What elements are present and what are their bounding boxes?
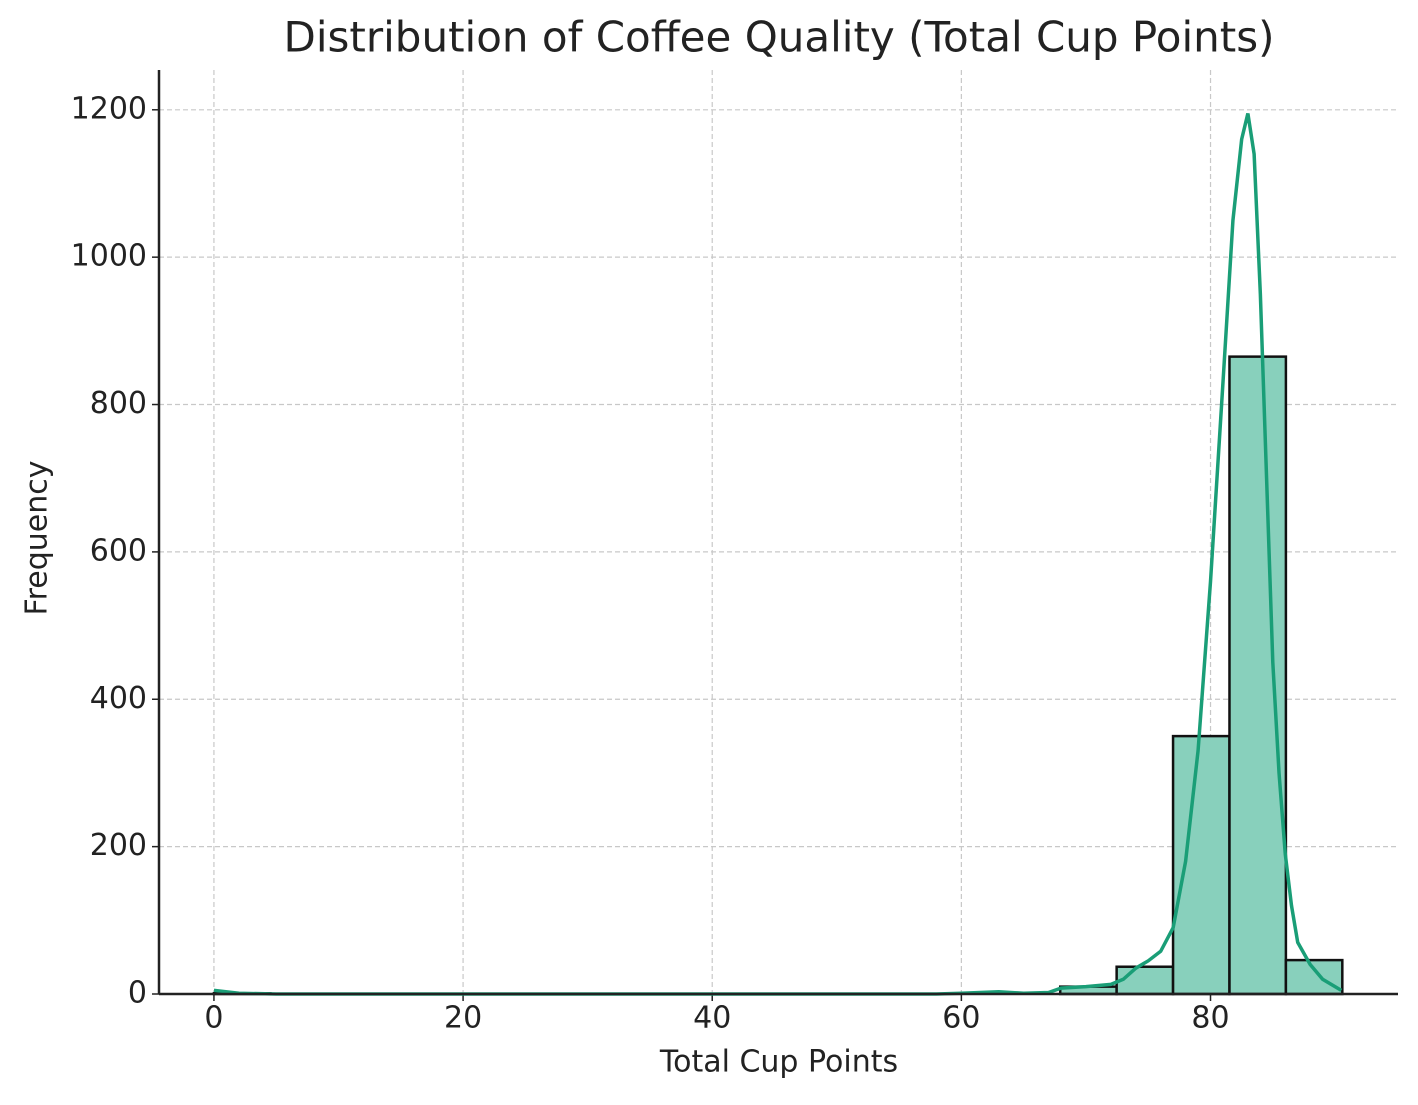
y-tick-label: 600 (90, 533, 147, 568)
x-tick-label: 20 (444, 1001, 482, 1036)
x-tick-label: 40 (693, 1001, 731, 1036)
y-tick-label: 1200 (71, 91, 147, 126)
y-tick-label: 200 (90, 828, 147, 863)
bar (1284, 958, 1344, 996)
y-tick-label: 800 (90, 386, 147, 421)
y-axis-label: Frequency (20, 461, 55, 616)
y-tick-label: 400 (90, 681, 147, 716)
bar (1228, 355, 1288, 996)
bar (1171, 734, 1231, 996)
y-tick-label: 1000 (71, 239, 147, 274)
x-tick-label: 60 (942, 1001, 980, 1036)
x-tick-label: 0 (204, 1001, 223, 1036)
bar (1115, 965, 1175, 996)
chart-title: Distribution of Coffee Quality (Total Cu… (284, 13, 1275, 62)
x-axis-label: Total Cup Points (659, 1045, 898, 1080)
y-tick-label: 0 (128, 976, 147, 1011)
x-tick-label: 80 (1191, 1001, 1229, 1036)
